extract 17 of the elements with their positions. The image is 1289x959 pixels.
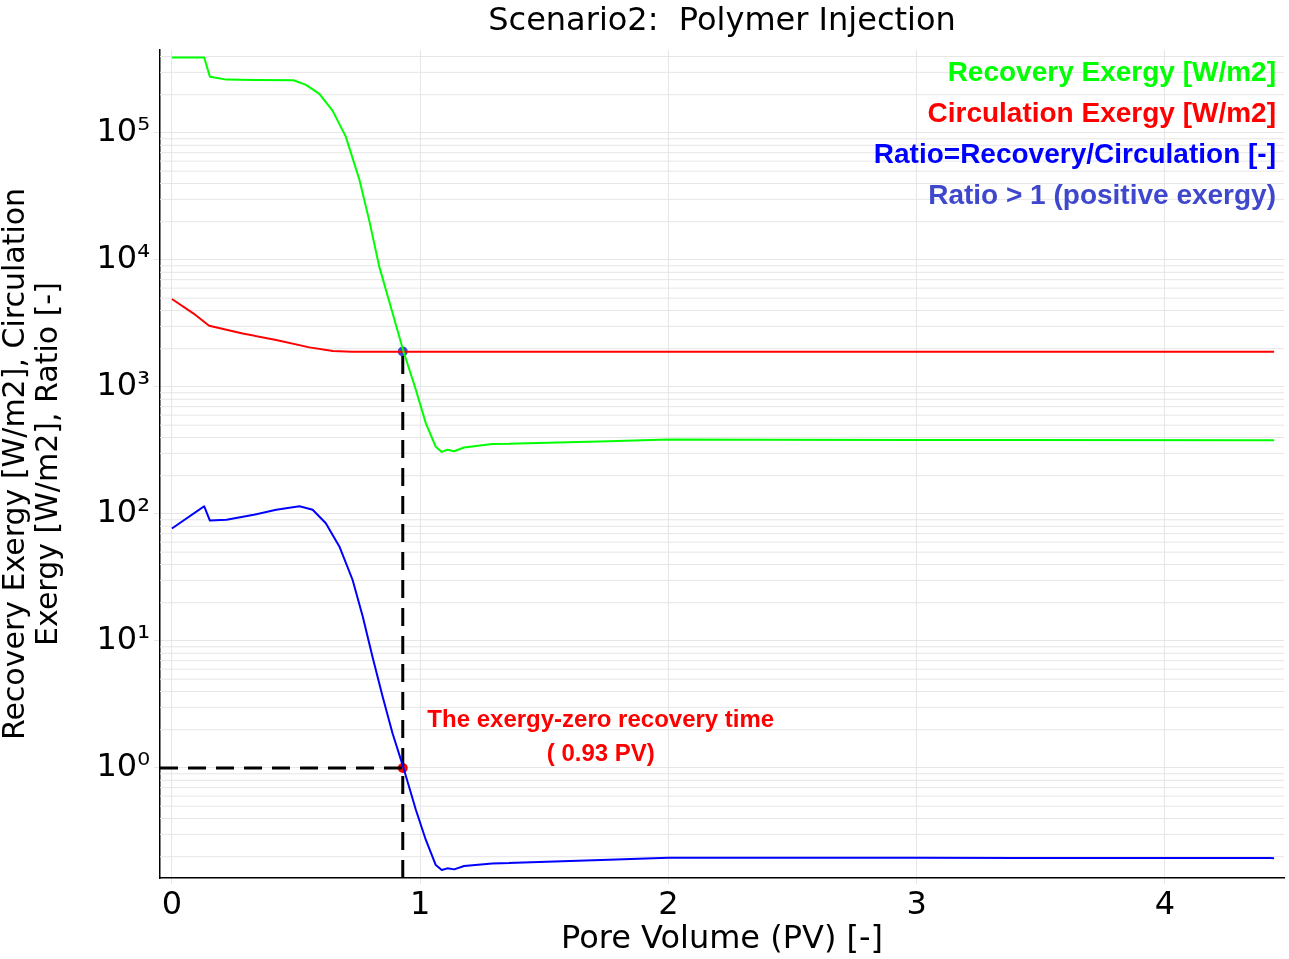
y-tick-label: 10⁴ bbox=[96, 238, 150, 277]
y-tick-label: 10⁵ bbox=[96, 111, 150, 150]
text: Circulation Exergy [W/m2] bbox=[927, 96, 1276, 128]
x-tick-label: 0 bbox=[161, 883, 183, 922]
x-tick-label: 4 bbox=[1154, 883, 1176, 922]
y-tick-label: 10¹ bbox=[96, 619, 150, 658]
text: Recovery Exergy [W/m2] bbox=[947, 55, 1276, 87]
y-tick-label: 10³ bbox=[96, 365, 150, 404]
chart-title: Scenario2: Polymer Injection bbox=[488, 0, 956, 39]
annotation: The exergy-zero recovery time ( 0.93 PV) bbox=[427, 704, 775, 766]
y-tick-label: 10⁰ bbox=[96, 746, 150, 785]
y-tick-label: 10² bbox=[96, 492, 150, 531]
annotation: Ratio > 1 (positive exergy) bbox=[928, 178, 1276, 210]
y-axis-title: Recovery Exergy [W/m2], Circulation Exergy [W/m2], Ratio [-] bbox=[0, 187, 65, 741]
x-tick-label: 3 bbox=[906, 883, 927, 922]
x-tick-label: 1 bbox=[409, 883, 431, 922]
text: Ratio=Recovery/Circulation [-] bbox=[873, 137, 1276, 169]
